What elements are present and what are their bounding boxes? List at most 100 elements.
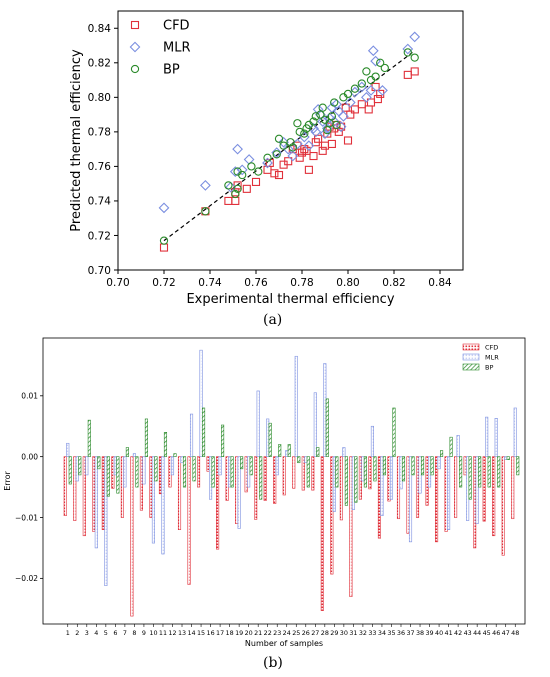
scatter-y-tick-label: 0.74 [88, 196, 112, 208]
scatter-point-cfd [364, 105, 373, 114]
scatter-point-bp [330, 98, 339, 107]
scatter-point-cfd [403, 70, 412, 79]
bar-cfd [187, 456, 191, 585]
bar-bp [249, 456, 253, 476]
bar-x-tick-label: 6 [113, 629, 117, 637]
bar-mlr [266, 418, 270, 457]
bar-cfd [177, 456, 182, 530]
bar-cfd [120, 456, 124, 518]
bar-x-tick-label: 16 [207, 629, 215, 637]
bar-bp [449, 436, 453, 457]
bar-x-tick-label: 22 [264, 629, 272, 637]
bar-bp [163, 432, 168, 457]
bar-mlr [189, 413, 194, 457]
bar-mlr [237, 456, 241, 529]
scatter-point-mlr [335, 121, 347, 133]
bar-mlr [285, 450, 289, 457]
bar-bp [459, 456, 463, 488]
bar-bp [325, 398, 329, 457]
scatter-point-bp [159, 236, 169, 245]
scatter-point-cfd [314, 134, 323, 143]
bar-x-tick-label: 27 [311, 629, 319, 637]
bar-mlr [447, 456, 451, 530]
bar-bp [116, 456, 120, 494]
bar-mlr [304, 456, 308, 464]
bar-mlr [142, 456, 146, 485]
bar-cfd [149, 456, 153, 518]
bar-x-tick-label: 48 [511, 629, 519, 637]
bar-cfd [273, 456, 277, 504]
scatter-point-mlr [310, 126, 322, 138]
bar-mlr [161, 456, 165, 555]
bar-y-axis: 0.01 0.00 −0.01 −0.02 [15, 392, 43, 583]
scatter-point-cfd [327, 139, 336, 149]
bar-mlr [361, 456, 365, 482]
bar-cfd [225, 456, 229, 501]
scatter-point-mlr [361, 91, 372, 103]
bar-bp [354, 456, 358, 503]
scatter-point-bp [357, 79, 366, 88]
bar-bp [154, 456, 158, 482]
scatter-y-tick-label: 0.70 [88, 265, 111, 277]
bar-cfd [492, 456, 496, 537]
bar-bp [97, 456, 101, 470]
scatter-y-axis: 0.70 0.72 0.74 0.76 0.78 0.80 0.82 0.84 [88, 23, 118, 277]
bar-cfd [396, 456, 401, 520]
scatter-point-mlr [225, 181, 237, 193]
scatter-legend: CFD MLR BP [129, 19, 191, 78]
scatter-point-mlr [402, 43, 414, 55]
bar-cfd [254, 456, 258, 520]
scatter-x-tick-label: 0.80 [336, 277, 359, 289]
bar-bp [221, 424, 225, 457]
bar-cfd [63, 456, 67, 516]
bar-cfd [92, 456, 96, 532]
bar-x-tick-label: 32 [359, 629, 367, 637]
bar-mlr [437, 456, 441, 470]
scatter-x-tick-label: 0.74 [198, 277, 222, 289]
bar-legend-label-bp: BP [485, 364, 493, 372]
bar-bp [420, 456, 425, 476]
bar-cfd [82, 456, 86, 537]
bar-bp [278, 444, 282, 457]
bar-cfd [377, 456, 381, 539]
bar-cfd [349, 456, 353, 597]
bar-mlr [180, 456, 184, 464]
bar-mlr [218, 456, 222, 476]
scatter-x-axis-label: Experimental thermal efficiency [186, 292, 394, 307]
bar-bp [144, 418, 148, 457]
scatter-y-tick-label: 0.78 [88, 127, 111, 139]
scatter-point-cfd [242, 184, 251, 193]
scatter-point-cfd [224, 196, 233, 205]
scatter-x-tick-label: 0.76 [244, 277, 268, 289]
bar-bp [297, 456, 301, 464]
scatter-point-bp [238, 170, 247, 180]
scatter-point-mlr [271, 147, 283, 158]
bar-cfd [111, 456, 115, 489]
scatter-point-cfd [410, 67, 419, 76]
scatter-point-cfd [270, 169, 279, 178]
scatter-point-mlr [200, 180, 211, 191]
bar-bp [430, 456, 434, 476]
bar-x-tick-label: 34 [378, 629, 386, 637]
bar-bp [382, 456, 386, 476]
bar-cfd [387, 456, 391, 502]
scatter-point-bp [274, 134, 284, 143]
bar-mlr [513, 407, 517, 457]
bar-mlr [399, 456, 403, 490]
bar-x-tick-label: 4 [94, 629, 98, 637]
scatter-point-bp [311, 112, 320, 121]
bar-mlr [294, 355, 298, 457]
bar-bp [287, 444, 291, 457]
bar-cfd [444, 456, 448, 532]
bar-x-tick-label: 21 [254, 629, 262, 637]
scatter-point-bp [288, 143, 297, 152]
scatter-point-bp [263, 153, 272, 162]
bar-cfd [263, 456, 267, 501]
bar-mlr [228, 456, 232, 488]
scatter-point-mlr [409, 31, 421, 43]
bar-bp [335, 456, 339, 488]
scatter-point-bp [286, 138, 295, 147]
bar-x-tick-label: 7 [123, 629, 127, 637]
bar-cfd [368, 456, 372, 490]
scatter-point-bp [350, 84, 360, 93]
